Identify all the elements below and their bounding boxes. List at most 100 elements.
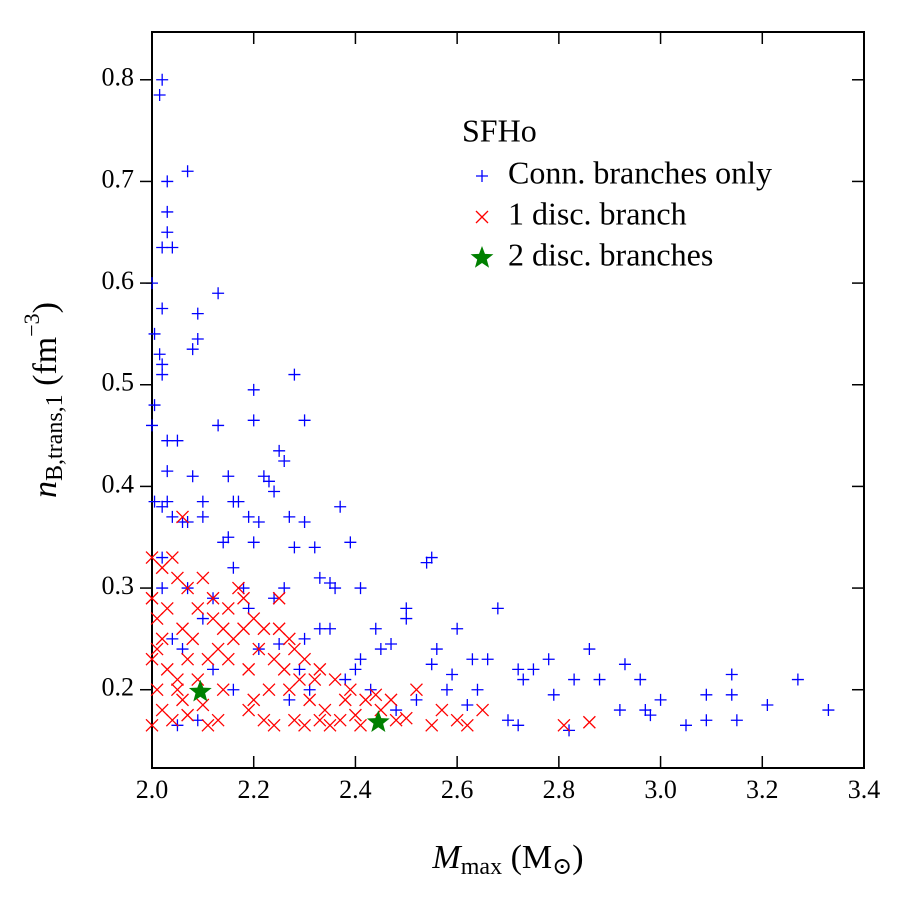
point bbox=[145, 551, 159, 565]
x-tick-label: 3.4 bbox=[848, 775, 881, 804]
point bbox=[186, 470, 199, 483]
point bbox=[211, 713, 225, 727]
point bbox=[425, 551, 438, 564]
point bbox=[329, 582, 342, 595]
point bbox=[150, 642, 164, 656]
point bbox=[191, 601, 205, 615]
point bbox=[425, 718, 439, 732]
point bbox=[165, 551, 179, 565]
point bbox=[420, 556, 433, 569]
point bbox=[268, 592, 281, 605]
point bbox=[654, 693, 667, 706]
x-tick-label: 2.2 bbox=[237, 775, 270, 804]
point bbox=[308, 673, 322, 687]
point bbox=[409, 683, 423, 697]
point bbox=[517, 673, 530, 686]
point bbox=[389, 713, 403, 727]
point bbox=[761, 698, 774, 711]
point bbox=[410, 693, 423, 706]
point bbox=[155, 561, 169, 575]
point bbox=[262, 475, 275, 488]
point bbox=[252, 642, 266, 656]
point bbox=[385, 637, 398, 650]
point bbox=[216, 683, 230, 697]
y-label-unit: (fm bbox=[27, 337, 64, 395]
legend-marker bbox=[475, 210, 489, 224]
legend-label: Conn. branches only bbox=[508, 154, 772, 190]
x-tick-label: 2.0 bbox=[136, 775, 169, 804]
point bbox=[206, 591, 220, 605]
point bbox=[700, 688, 713, 701]
point bbox=[618, 658, 631, 671]
point bbox=[227, 561, 240, 574]
x-label-unit-sub: ⊙ bbox=[552, 854, 572, 880]
point bbox=[293, 663, 306, 676]
point bbox=[323, 718, 337, 732]
point bbox=[476, 703, 490, 717]
point bbox=[593, 673, 606, 686]
point bbox=[176, 622, 189, 636]
point bbox=[156, 73, 169, 86]
point bbox=[145, 591, 159, 605]
point bbox=[145, 718, 159, 732]
point bbox=[313, 622, 326, 635]
point bbox=[354, 718, 367, 732]
point bbox=[273, 637, 286, 650]
point bbox=[349, 663, 362, 676]
point bbox=[166, 510, 179, 523]
point bbox=[206, 612, 220, 626]
point bbox=[232, 495, 245, 508]
point bbox=[568, 673, 581, 686]
point bbox=[450, 713, 464, 727]
point bbox=[252, 515, 265, 528]
plot-frame bbox=[151, 31, 865, 769]
point bbox=[334, 500, 347, 513]
point bbox=[217, 536, 230, 549]
point bbox=[211, 642, 225, 656]
point bbox=[150, 683, 164, 697]
point bbox=[822, 704, 835, 717]
point bbox=[399, 711, 413, 725]
point bbox=[242, 662, 256, 676]
point bbox=[156, 551, 169, 564]
point bbox=[196, 571, 210, 585]
x-tick-label: 2.8 bbox=[543, 775, 576, 804]
point bbox=[181, 165, 194, 178]
y-label-sup: −3 bbox=[19, 313, 44, 336]
point bbox=[201, 718, 215, 732]
y-tick-label: 0.3 bbox=[102, 571, 135, 600]
point bbox=[400, 602, 413, 615]
point bbox=[262, 683, 276, 697]
point bbox=[303, 693, 317, 707]
point bbox=[257, 622, 271, 636]
point bbox=[700, 714, 713, 727]
point bbox=[502, 714, 514, 727]
points bbox=[145, 73, 835, 737]
point bbox=[527, 663, 540, 676]
point bbox=[257, 713, 271, 727]
y-tick-label: 0.6 bbox=[102, 266, 135, 295]
point bbox=[512, 719, 525, 732]
point bbox=[247, 414, 260, 427]
point bbox=[725, 668, 738, 681]
point bbox=[221, 652, 235, 666]
point bbox=[212, 287, 225, 300]
point bbox=[730, 714, 743, 727]
x-tick-label: 3.2 bbox=[746, 775, 779, 804]
point bbox=[268, 485, 281, 498]
point bbox=[160, 601, 174, 615]
point bbox=[446, 668, 459, 681]
x-label-close: ) bbox=[572, 839, 583, 876]
point bbox=[186, 343, 199, 356]
point bbox=[390, 704, 403, 717]
point bbox=[680, 719, 692, 732]
point bbox=[791, 673, 804, 686]
point bbox=[153, 348, 166, 361]
legend-label: 2 disc. branches bbox=[508, 236, 713, 272]
point bbox=[313, 713, 327, 727]
point bbox=[278, 582, 291, 595]
point bbox=[201, 652, 215, 666]
point bbox=[333, 713, 347, 727]
point bbox=[161, 205, 174, 218]
point bbox=[226, 632, 240, 646]
